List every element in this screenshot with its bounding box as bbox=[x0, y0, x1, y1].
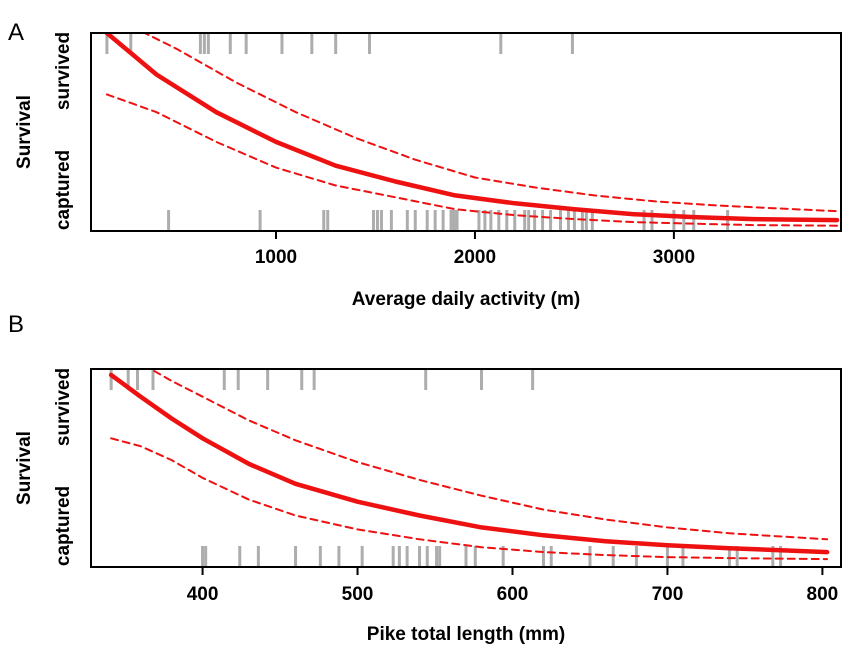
x-tick-label: 3000 bbox=[653, 247, 695, 268]
panel-b: B 400 500 600 700 800 Pike total length (mm) Su… bbox=[8, 311, 842, 645]
panel-letter: A bbox=[8, 19, 24, 46]
x-tick-label: 500 bbox=[342, 584, 374, 605]
panel-a: A 1000 2000 3000 Average daily activity (m) S… bbox=[8, 19, 842, 310]
plot-frame bbox=[90, 32, 842, 232]
x-tick-label: 800 bbox=[807, 584, 839, 605]
panel-letter: B bbox=[8, 311, 24, 338]
series-ci-upper bbox=[142, 33, 838, 213]
x-tick-label: 400 bbox=[187, 584, 219, 605]
series-group bbox=[104, 33, 840, 227]
series-ci-lower bbox=[105, 93, 838, 227]
series-fit bbox=[104, 33, 840, 223]
y-category-label-captured: captured bbox=[53, 150, 74, 230]
series-ci-upper bbox=[148, 369, 829, 541]
x-tick-label: 1000 bbox=[255, 247, 297, 268]
x-axis-title: Pike total length (mm) bbox=[367, 624, 565, 645]
series-ci-lower bbox=[110, 437, 829, 561]
x-tick-label: 600 bbox=[497, 584, 529, 605]
y-category-label-captured: captured bbox=[53, 486, 74, 566]
series-fit bbox=[108, 372, 830, 555]
y-axis-title: Survival bbox=[14, 431, 35, 505]
x-axis-title: Average daily activity (m) bbox=[352, 289, 580, 310]
y-axis-title: Survival bbox=[14, 95, 35, 169]
plot-frame bbox=[90, 368, 842, 568]
x-tick-label: 2000 bbox=[454, 247, 496, 268]
y-category-label-survived: survived bbox=[53, 32, 74, 110]
series-group bbox=[108, 369, 830, 561]
x-tick-label: 700 bbox=[652, 584, 684, 605]
y-category-label-survived: survived bbox=[53, 368, 74, 446]
